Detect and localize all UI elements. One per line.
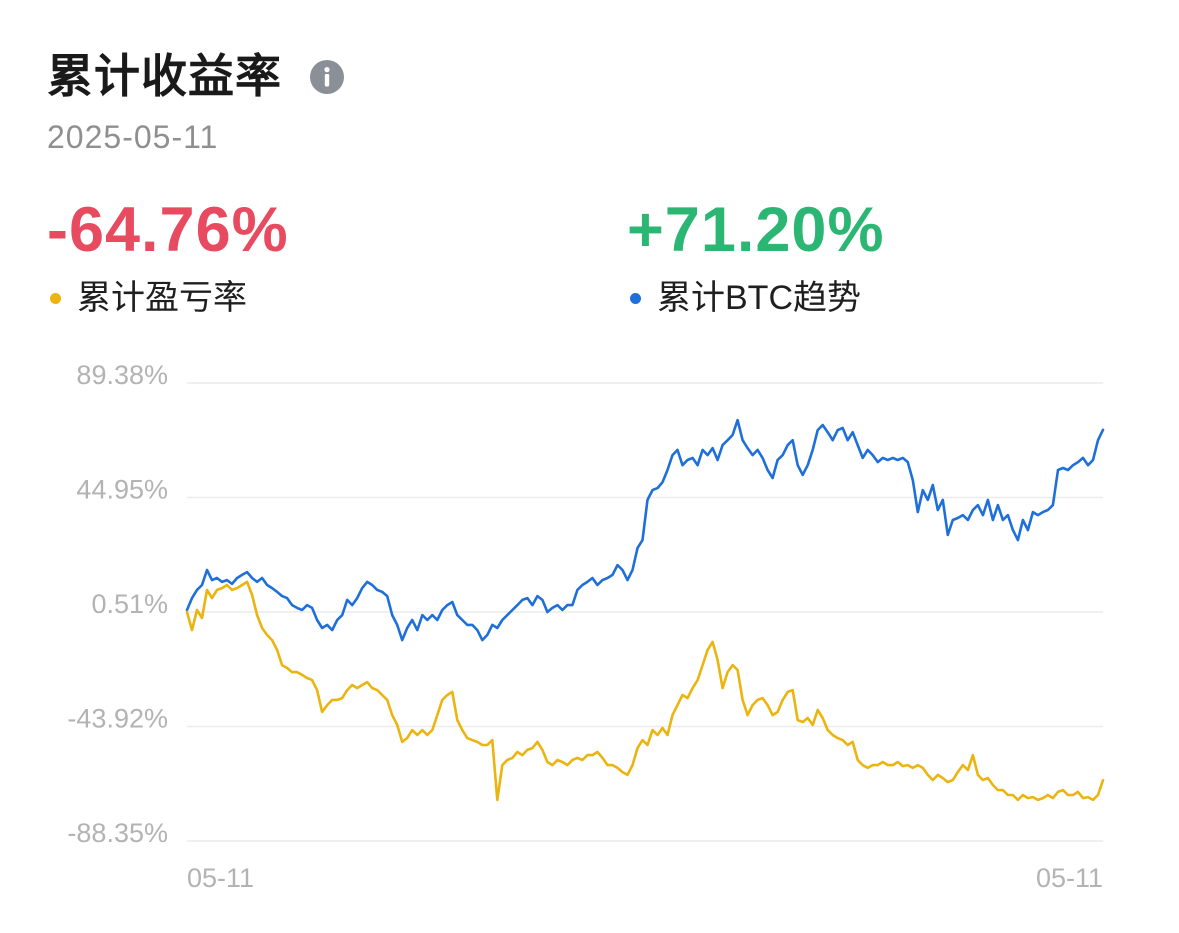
y-tick-label: -43.92%	[67, 704, 168, 734]
y-tick-label: 89.38%	[76, 360, 168, 390]
x-tick-label: 05-11	[1036, 863, 1103, 893]
info-icon[interactable]	[310, 60, 344, 94]
cumulative-pnl-stat: -64.76% 累计盈亏率	[47, 194, 289, 318]
legend-label-cumulative-pnl: 累计盈亏率	[77, 279, 247, 317]
chart-grid	[187, 382, 1103, 842]
cumulative-pnl-line[interactable]	[185, 580, 1105, 802]
legend-label-btc-trend: 累计BTC趋势	[657, 279, 861, 317]
y-tick-label: 0.51%	[91, 589, 168, 619]
x-tick-label: 05-11	[187, 863, 254, 893]
y-tick-label: 44.95%	[76, 475, 168, 505]
btc-trend-line[interactable]	[185, 418, 1105, 642]
legend-item-btc-trend: 累计BTC趋势	[627, 278, 884, 318]
btc-trend-stat: +71.20% 累计BTC趋势	[627, 194, 884, 318]
cumulative-pnl-value: -64.76%	[47, 195, 289, 265]
y-axis: 89.38% 44.95% 0.51% -43.92% -88.35%	[67, 360, 168, 848]
x-axis: 05-11 05-11	[187, 863, 1103, 893]
y-tick-label: -88.35%	[67, 818, 168, 848]
btc-trend-value: +71.20%	[627, 195, 885, 265]
chart-series	[185, 418, 1105, 802]
date-label: 2025-05-11	[47, 119, 219, 155]
legend-item-cumulative-pnl: 累计盈亏率	[47, 278, 289, 318]
legend-dot-cumulative-pnl	[50, 292, 61, 304]
legend-dot-btc-trend	[630, 292, 641, 304]
page-title: 累计收益率	[47, 50, 282, 102]
